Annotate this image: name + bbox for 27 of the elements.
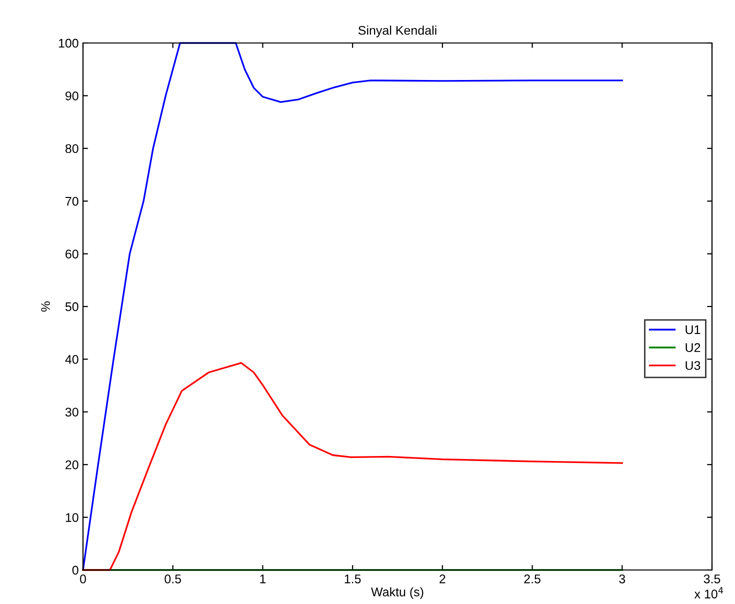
x-tick-label: 1.5 bbox=[344, 574, 361, 584]
y-tick-label: 10 bbox=[66, 513, 78, 522]
legend-label: U3 bbox=[686, 361, 700, 370]
chart-title: Sinyal Kendali bbox=[358, 26, 436, 38]
y-tick-label: 50 bbox=[65, 302, 78, 312]
y-axis-title: % bbox=[41, 301, 50, 312]
text: x 10$^{4}$ bbox=[694, 587, 724, 598]
x-tick-label: 1 bbox=[260, 574, 266, 584]
y-tick-label: 30 bbox=[65, 408, 78, 417]
y-tick-label: 100 bbox=[58, 38, 78, 48]
y-tick-label: 0 bbox=[72, 566, 78, 575]
y-tick-label: 40 bbox=[65, 355, 78, 364]
y-tick-label: 60 bbox=[66, 250, 78, 258]
line-series bbox=[82, 362, 623, 571]
x-tick-label: 3.5 bbox=[704, 574, 720, 584]
x-tick-label: 2.5 bbox=[524, 574, 540, 584]
y-tick-label: 80 bbox=[65, 144, 78, 154]
x-tick-label: 2 bbox=[440, 574, 446, 584]
x-tick-label: 3 bbox=[619, 574, 626, 584]
x-axis-title: Waktu (s) bbox=[371, 587, 424, 599]
y-tick-label: 70 bbox=[66, 196, 78, 206]
x-tick-label: 0 bbox=[80, 574, 86, 584]
x-tick-label: 0.5 bbox=[164, 574, 182, 584]
y-tick-label: 90 bbox=[66, 92, 78, 100]
legend-label: U1 bbox=[686, 325, 700, 334]
y-tick-label: 20 bbox=[66, 460, 78, 470]
legend-label: U2 bbox=[686, 343, 700, 352]
